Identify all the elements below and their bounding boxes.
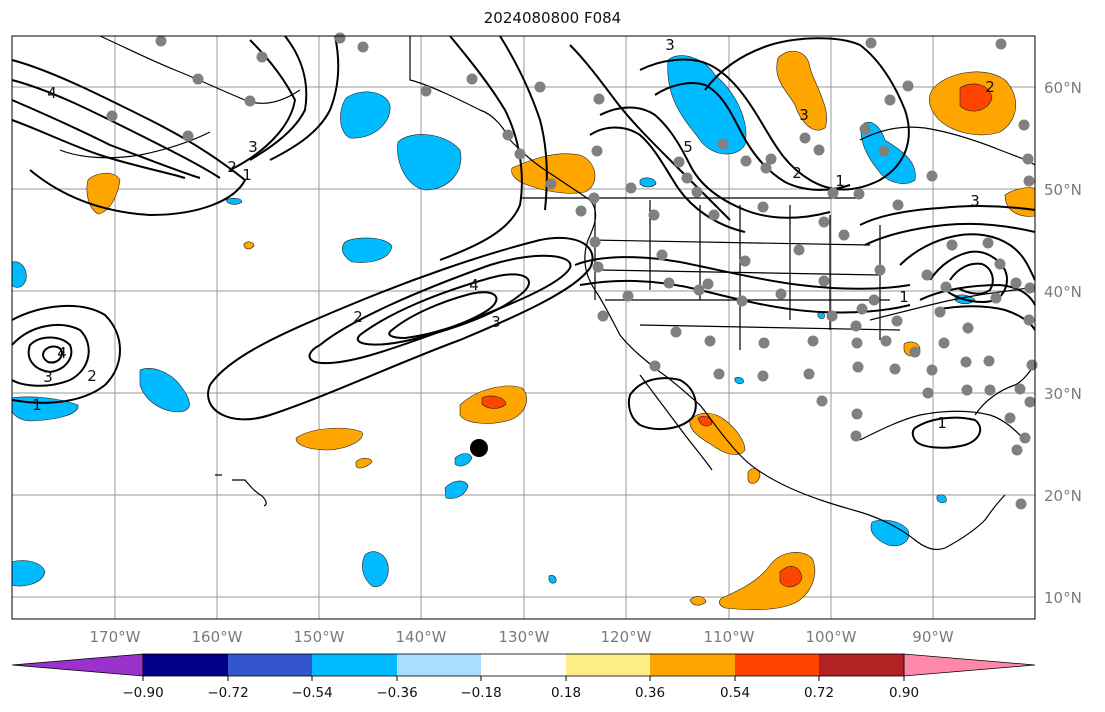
- colorbar-segment: [566, 654, 650, 676]
- colorbar-under-triangle: [11, 653, 144, 677]
- contour-label: 4: [469, 276, 479, 294]
- colorbar-segment: [650, 654, 735, 676]
- colorbar-tick-label: −0.18: [460, 685, 501, 701]
- colorbar-tick-label: −0.54: [291, 685, 332, 701]
- colorbar-tick-label: −0.90: [122, 685, 163, 701]
- lon-label: 140°W: [396, 628, 447, 646]
- contour-label: 1: [899, 288, 909, 306]
- colorbar-segment: [228, 654, 312, 676]
- contour-label: 3: [665, 36, 675, 54]
- colorbar-tick-label: 0.36: [635, 685, 665, 701]
- lat-label: 30°N: [1044, 385, 1082, 403]
- lon-label: 160°W: [192, 628, 243, 646]
- contour-label: 3: [799, 106, 809, 124]
- contour-label: 3: [43, 368, 53, 386]
- map-title: 2024080800 F084: [483, 9, 622, 27]
- colorbar-segment: [397, 654, 481, 676]
- colorbar-over-triangle: [903, 653, 1036, 677]
- map-panel: 4 3 2 1 2 3 4 1 2 3 4 3 3 5 2 1 1 2 3 1: [11, 32, 1038, 620]
- contour-label: 5: [683, 138, 693, 156]
- contour-label: 1: [835, 172, 845, 190]
- coastlines: [59, 35, 1036, 551]
- lat-label: 40°N: [1044, 283, 1082, 301]
- colorbar-tick-label: 0.18: [551, 685, 581, 701]
- contour-label: 2: [227, 158, 237, 176]
- contour-label: 2: [985, 78, 995, 96]
- colorbar-segment: [735, 654, 819, 676]
- contour-label: 4: [47, 84, 57, 102]
- lon-label: 150°W: [294, 628, 345, 646]
- storm-position-marker: [470, 439, 488, 457]
- contour-label: 3: [970, 192, 980, 210]
- contour-label: 4: [57, 344, 67, 362]
- lon-label: 120°W: [601, 628, 652, 646]
- colorbar-tick-label: 0.72: [804, 685, 834, 701]
- colorbar-tick-label: −0.72: [207, 685, 248, 701]
- contour-label: 2: [792, 164, 802, 182]
- colorbar-tick-label: 0.90: [889, 685, 919, 701]
- colorbar-segment: [143, 654, 228, 676]
- colorbar-segment: [312, 654, 397, 676]
- contour-label: 2: [87, 367, 97, 385]
- contour-labels: 4 3 2 1 2 3 4 1 2 3 4 3 3 5 2 1 1 2 3 1: [32, 36, 995, 432]
- lat-label: 60°N: [1044, 79, 1082, 97]
- contour-label: 3: [248, 138, 258, 156]
- colorbar-segment: [819, 654, 904, 676]
- lat-label: 20°N: [1044, 487, 1082, 505]
- colorbar-segment: [481, 654, 566, 676]
- contour-label: 3: [491, 313, 501, 331]
- anomaly-shading: [11, 50, 1036, 611]
- lon-label: 100°W: [806, 628, 857, 646]
- lon-label: 90°W: [912, 628, 954, 646]
- lon-label: 110°W: [704, 628, 755, 646]
- colorbar: −0.90 −0.72 −0.54 −0.36 −0.18 0.18 0.36 …: [11, 653, 1036, 701]
- lat-label: 10°N: [1044, 589, 1082, 607]
- contour-label: 1: [937, 414, 947, 432]
- colorbar-tick-label: 0.54: [720, 685, 750, 701]
- lat-label: 50°N: [1044, 181, 1082, 199]
- lon-axis-labels: 170°W 160°W 150°W 140°W 130°W 120°W 110°…: [90, 628, 954, 646]
- station-markers: [106, 32, 1038, 510]
- colorbar-tick-label: −0.36: [376, 685, 417, 701]
- lat-axis-labels: 60°N 50°N 40°N 30°N 20°N 10°N: [1044, 79, 1082, 607]
- contour-label: 1: [32, 396, 42, 414]
- contour-label: 1: [242, 166, 252, 184]
- lon-label: 170°W: [90, 628, 141, 646]
- contour-label: 2: [353, 308, 363, 326]
- lon-label: 130°W: [499, 628, 550, 646]
